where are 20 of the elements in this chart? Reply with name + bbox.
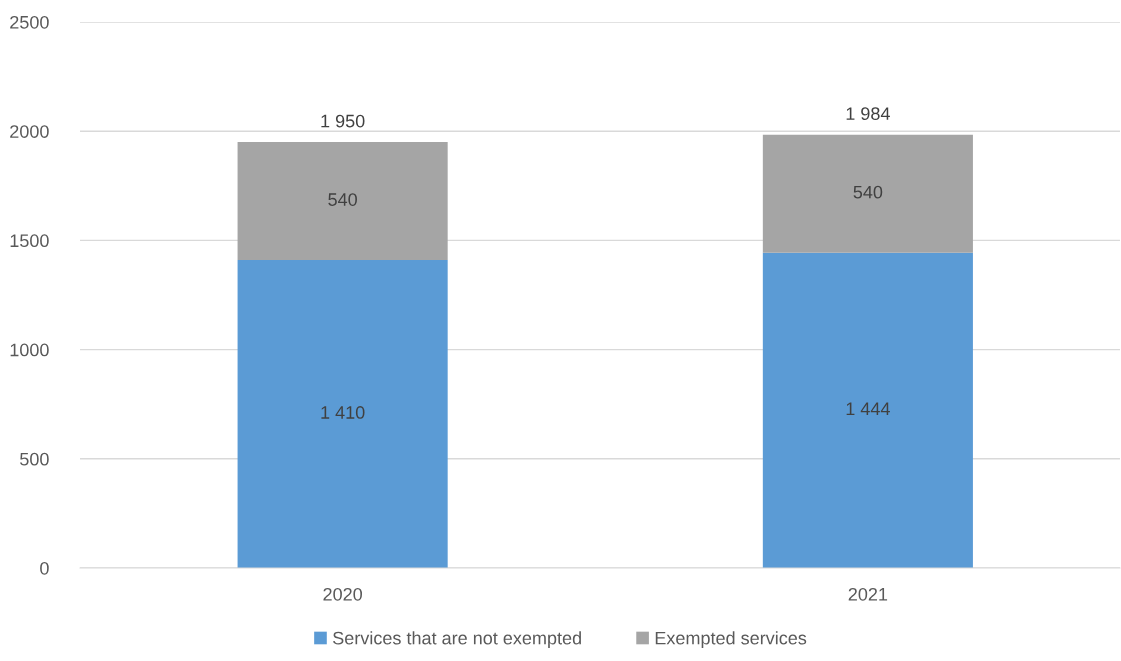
y-tick-label: 0 [40, 561, 49, 575]
legend-label: Services that are not exempted [333, 631, 581, 649]
bar [762, 134, 973, 253]
total-label: 1 984 [846, 107, 890, 121]
y-tick-label: 1500 [10, 234, 49, 248]
data-label: 1 410 [321, 406, 365, 419]
bar [762, 252, 973, 568]
data-label: 1 444 [846, 402, 890, 415]
data-label: 540 [853, 185, 883, 199]
bar [237, 142, 448, 261]
legend-label: Exempted services [655, 631, 807, 649]
x-tick-label: 2020 [323, 587, 363, 601]
data-label: 540 [328, 193, 357, 206]
x-tick-label: 2021 [848, 587, 888, 601]
y-tick-label: 2500 [10, 15, 49, 29]
y-tick-label: 2000 [10, 125, 49, 138]
total-label: 1 950 [321, 114, 365, 128]
bar [237, 260, 448, 568]
y-tick-label: 500 [20, 452, 49, 466]
y-tick-label: 1000 [10, 343, 49, 357]
